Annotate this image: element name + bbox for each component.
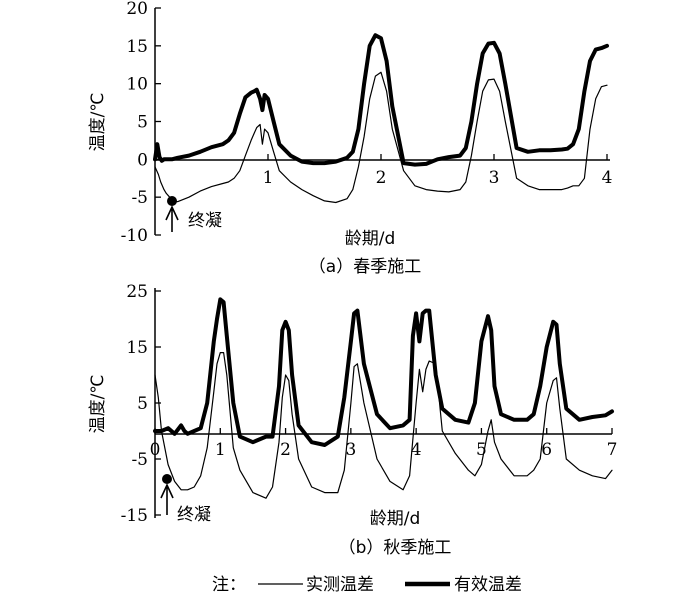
- chart-a-ytick-label: 20: [126, 0, 148, 19]
- chart-b-ytick-label: 25: [126, 282, 148, 302]
- chart-a-series-effective: [153, 33, 609, 167]
- chart-a-xtick-label: 4: [602, 168, 613, 188]
- chart-a-series-measured: [154, 71, 608, 204]
- chart-a-xlabel: 龄期/d: [345, 229, 396, 249]
- chart-b-title: （b）秋季施工: [339, 538, 452, 558]
- chart-a-ytick-label: 15: [126, 37, 148, 57]
- chart-b-annotation: 终凝: [160, 474, 211, 525]
- chart-a-annotation: 终凝: [165, 196, 222, 232]
- chart-a-annotation-label: 终凝: [188, 211, 222, 231]
- chart-a-ytick-label: 0: [137, 150, 148, 170]
- chart-a-ylabel: 温度/℃: [88, 93, 108, 152]
- chart-b-xtick-label: 0: [150, 440, 161, 460]
- chart-a-xtick-label: 2: [376, 168, 387, 188]
- chart-b-ytick-label: 15: [126, 338, 148, 358]
- chart-b-xtick-label: 1: [215, 440, 226, 460]
- chart-b-ytick-label: -15: [121, 506, 148, 526]
- chart-a-final-set-arrow: [165, 205, 179, 232]
- chart-b-series-measured: [154, 352, 613, 499]
- chart-a-ytick-label: 5: [137, 113, 148, 133]
- chart-a-ytick-label: -10: [121, 226, 148, 246]
- chart-b-ylabel: 温度/℃: [88, 375, 108, 434]
- chart-b-final-set-marker: [162, 474, 172, 484]
- chart-a-xtick-label: 1: [263, 168, 274, 188]
- legend-prefix: 注：: [212, 575, 246, 595]
- legend-label-measured: 实测温差: [306, 575, 374, 595]
- chart-b-xlabel: 龄期/d: [370, 509, 421, 529]
- legend: 注： 实测温差 有效温差: [212, 575, 522, 595]
- chart-a-xtick-label: 3: [489, 168, 500, 188]
- chart-b: 25 15 5 -5 -15 0 1 2 3 4 5 6 7 温度/℃ 龄期/d （b）秋季施工 终凝: [88, 282, 617, 558]
- chart-a-ytick-label: -5: [131, 188, 148, 208]
- chart-b-annotation-label: 终凝: [177, 505, 211, 525]
- chart-b-final-set-arrow: [160, 483, 174, 515]
- chart-b-xtick-label: 6: [541, 440, 552, 460]
- chart-a-final-set-marker: [167, 196, 177, 206]
- chart-a-ytick-label: 10: [126, 75, 148, 95]
- chart-b-xtick-label: 2: [280, 440, 291, 460]
- chart-b-xtick-label: 7: [607, 440, 618, 460]
- chart-a-title: （a）春季施工: [309, 257, 421, 277]
- chart-b-xtick-label: 4: [411, 440, 422, 460]
- chart-b-xtick-label: 3: [345, 440, 356, 460]
- chart-a: 20 15 10 5 0 -5 -10 1 2 3 4 温度/℃ 龄期/d （a）春季施工 终凝: [88, 0, 612, 277]
- chart-b-series-effective: [153, 297, 614, 447]
- chart-b-ytick-label: 5: [137, 394, 148, 414]
- legend-label-effective: 有效温差: [454, 575, 522, 595]
- chart-b-ytick-label: -5: [131, 450, 148, 470]
- chart-b-xtick-label: 5: [476, 440, 487, 460]
